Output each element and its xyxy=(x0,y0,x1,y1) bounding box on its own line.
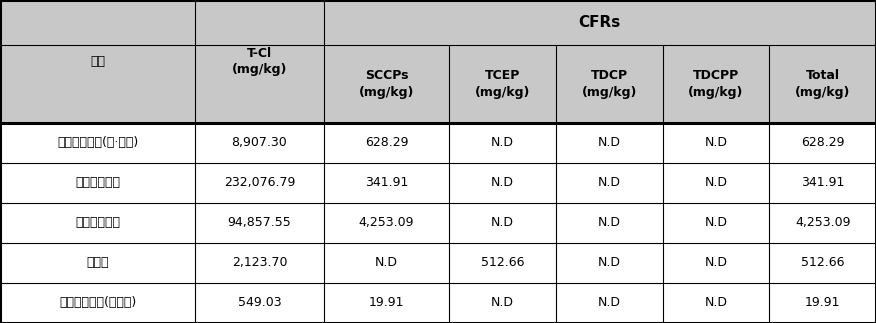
Text: CFRs: CFRs xyxy=(579,15,621,30)
Text: 휴대폰케이스(천·가죽): 휴대폰케이스(천·가죽) xyxy=(57,136,138,149)
Text: 구분: 구분 xyxy=(90,55,105,68)
Text: 카시트: 카시트 xyxy=(87,256,109,269)
Text: N.D: N.D xyxy=(491,297,514,309)
Text: N.D: N.D xyxy=(598,136,621,149)
Text: N.D: N.D xyxy=(491,136,514,149)
Bar xyxy=(0,283,876,323)
Text: TDCP
(mg/kg): TDCP (mg/kg) xyxy=(582,69,637,99)
Text: 4,253.09: 4,253.09 xyxy=(795,216,851,229)
Text: 549.03: 549.03 xyxy=(237,297,281,309)
Text: 19.91: 19.91 xyxy=(369,297,405,309)
Bar xyxy=(0,243,876,283)
Text: 94,857.55: 94,857.55 xyxy=(228,216,292,229)
Bar xyxy=(0,163,876,203)
Text: Total
(mg/kg): Total (mg/kg) xyxy=(795,69,851,99)
Text: 난연고무시트: 난연고무시트 xyxy=(75,176,120,189)
Text: TCEP
(mg/kg): TCEP (mg/kg) xyxy=(475,69,531,99)
Text: N.D: N.D xyxy=(704,176,728,189)
Text: N.D: N.D xyxy=(598,297,621,309)
Text: 2,123.70: 2,123.70 xyxy=(232,256,287,269)
Text: N.D: N.D xyxy=(491,176,514,189)
Text: SCCPs
(mg/kg): SCCPs (mg/kg) xyxy=(359,69,414,99)
Text: 휴대폰케이스(실리콘): 휴대폰케이스(실리콘) xyxy=(59,297,137,309)
Text: 폴리우레탄폼: 폴리우레탄폼 xyxy=(75,216,120,229)
Text: 341.91: 341.91 xyxy=(365,176,408,189)
Text: N.D: N.D xyxy=(491,216,514,229)
Text: 4,253.09: 4,253.09 xyxy=(359,216,414,229)
Text: T-Cl
(mg/kg): T-Cl (mg/kg) xyxy=(232,47,287,76)
Text: 341.91: 341.91 xyxy=(801,176,844,189)
Text: N.D: N.D xyxy=(704,216,728,229)
Bar xyxy=(0,123,876,163)
Text: N.D: N.D xyxy=(598,256,621,269)
Text: 19.91: 19.91 xyxy=(805,297,840,309)
Text: 512.66: 512.66 xyxy=(481,256,525,269)
Text: 232,076.79: 232,076.79 xyxy=(223,176,295,189)
Bar xyxy=(0,203,876,243)
Text: N.D: N.D xyxy=(704,256,728,269)
Bar xyxy=(0,45,876,123)
Text: 512.66: 512.66 xyxy=(801,256,844,269)
Text: 628.29: 628.29 xyxy=(801,136,844,149)
Text: N.D: N.D xyxy=(598,176,621,189)
Text: 628.29: 628.29 xyxy=(364,136,408,149)
Bar xyxy=(0,0,876,45)
Text: N.D: N.D xyxy=(704,297,728,309)
Text: N.D: N.D xyxy=(598,216,621,229)
Text: N.D: N.D xyxy=(704,136,728,149)
Text: N.D: N.D xyxy=(375,256,398,269)
Text: 8,907.30: 8,907.30 xyxy=(231,136,287,149)
Text: TDCPP
(mg/kg): TDCPP (mg/kg) xyxy=(689,69,744,99)
